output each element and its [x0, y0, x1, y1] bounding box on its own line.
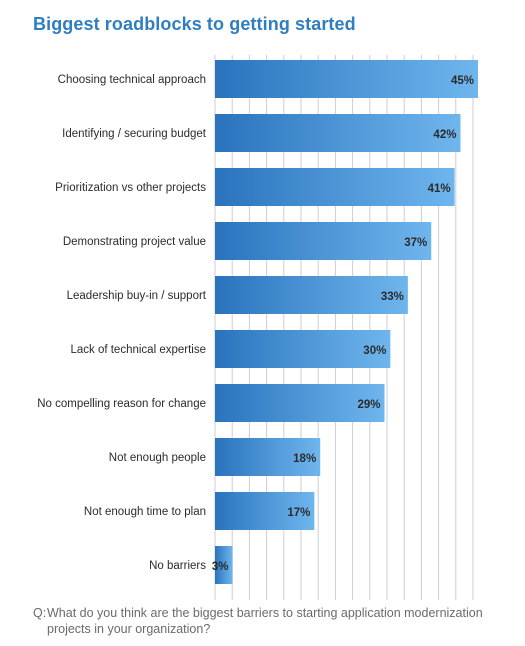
category-label: No barriers: [149, 560, 206, 572]
value-labels: 45% 42% 41% 37% 33% 30% 29% 18% 17% 3%: [212, 75, 474, 573]
bar: [215, 438, 321, 476]
category-label: Identifying / securing budget: [62, 128, 207, 140]
bar: [215, 276, 408, 314]
question-prefix: Q:: [33, 606, 47, 620]
value-label: 33%: [381, 291, 404, 303]
value-label: 18%: [293, 453, 316, 465]
bar: [215, 114, 461, 152]
bar-chart: Choosing technical approach Identifying /…: [37, 55, 478, 600]
bar: [215, 168, 455, 206]
value-label: 17%: [287, 507, 310, 519]
value-label: 30%: [363, 345, 386, 357]
bar: [215, 546, 233, 584]
question-text: What do you think are the biggest barrie…: [47, 606, 483, 636]
value-label: 29%: [357, 399, 380, 411]
bar: [215, 60, 478, 98]
value-label: 45%: [451, 75, 474, 87]
bar: [215, 384, 385, 422]
category-label: Prioritization vs other projects: [55, 182, 206, 194]
value-label: 41%: [428, 183, 451, 195]
survey-question: Q: What do you think are the biggest bar…: [33, 605, 503, 637]
bar: [215, 330, 391, 368]
bars: [215, 60, 478, 584]
category-labels: Choosing technical approach Identifying /…: [37, 74, 207, 572]
category-label: Demonstrating project value: [63, 236, 206, 248]
chart-title: Biggest roadblocks to getting started: [33, 14, 356, 34]
category-label: Leadership buy-in / support: [67, 290, 207, 302]
value-label: 42%: [433, 129, 456, 141]
category-label: Lack of technical expertise: [70, 344, 206, 356]
category-label: Not enough people: [109, 452, 206, 464]
category-label: No compelling reason for change: [37, 398, 206, 410]
bar: [215, 222, 432, 260]
value-label: 37%: [404, 237, 427, 249]
category-label: Choosing technical approach: [58, 74, 206, 86]
bar: [215, 492, 315, 530]
value-label: 3%: [212, 561, 229, 573]
category-label: Not enough time to plan: [84, 506, 206, 518]
